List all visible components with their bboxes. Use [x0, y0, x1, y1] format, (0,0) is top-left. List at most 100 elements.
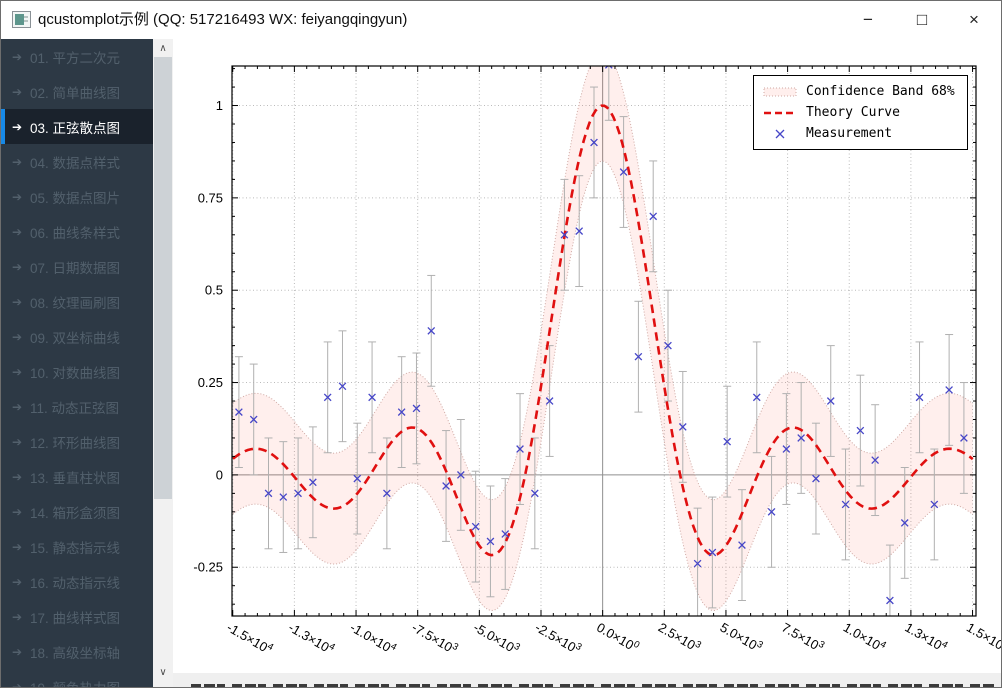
legend-item-3: Measurement	[762, 123, 955, 144]
arrow-icon: ➔	[12, 399, 23, 414]
sidebar-item-label: 07. 日期数据图	[30, 260, 121, 276]
svg-text:-0.25: -0.25	[193, 560, 223, 575]
sidebar-item-label: 06. 曲线条样式	[30, 225, 121, 241]
svg-text:5.0×103: 5.0×103	[717, 619, 764, 656]
svg-text:-7.5×103: -7.5×103	[409, 619, 460, 658]
sinc-scatter-plot: 1 0.75 0.5 0.25 0 -0.25 -1.5×104 -1.3×104 -1.0×1…	[193, 65, 1002, 658]
sidebar-item-label: 01. 平方二次元	[30, 50, 121, 66]
sidebar-item-18[interactable]: ➔ 18. 高级坐标轴	[1, 634, 153, 669]
svg-text:2.5×103: 2.5×103	[656, 619, 703, 656]
sidebar-item-label: 13. 垂直柱状图	[30, 470, 121, 486]
sidebar-item-label: 12. 环形曲线图	[30, 435, 121, 451]
axis-ticks	[232, 66, 976, 616]
svg-text:1.3×104: 1.3×104	[902, 619, 949, 656]
svg-text:0.75: 0.75	[198, 190, 223, 205]
sidebar-item-13[interactable]: ➔ 13. 垂直柱状图	[1, 459, 153, 494]
arrow-icon: ➔	[12, 574, 23, 589]
svg-text:-2.5×103: -2.5×103	[532, 619, 583, 658]
arrow-icon: ➔	[12, 609, 23, 624]
confidence-band	[232, 66, 974, 612]
sidebar-item-12[interactable]: ➔ 12. 环形曲线图	[1, 424, 153, 459]
legend-label: Confidence Band 68%	[806, 84, 955, 99]
legend-item-2: Theory Curve	[762, 102, 955, 123]
arrow-icon: ➔	[12, 154, 23, 169]
svg-text:-1.5×104: -1.5×104	[224, 619, 275, 658]
sidebar-item-14[interactable]: ➔ 14. 箱形盒须图	[1, 494, 153, 529]
window-title: qcustomplot示例 (QQ: 517216493 WX: feiyang…	[38, 11, 408, 28]
sidebar-menu: ➔ 01. 平方二次元 ➔ 02. 简单曲线图 ➔ 03. 正弦散点图 ➔ 04. 数据点样式…	[1, 39, 153, 688]
sidebar-item-09[interactable]: ➔ 09. 双坐标曲线	[1, 319, 153, 354]
svg-text:-1.0×104: -1.0×104	[348, 619, 399, 658]
arrow-icon: ➔	[12, 434, 23, 449]
axis-frame	[231, 65, 977, 617]
sidebar-item-label: 09. 双坐标曲线	[30, 330, 121, 346]
clipped-bottom-text	[191, 684, 995, 687]
sidebar-item-19[interactable]: ➔ 19. 颜色热力图	[1, 669, 153, 688]
sidebar-item-label: 03. 正弦散点图	[30, 120, 121, 136]
sidebar-item-01[interactable]: ➔ 01. 平方二次元	[1, 39, 153, 74]
svg-text:0.0×100: 0.0×100	[594, 619, 641, 656]
arrow-icon: ➔	[12, 469, 23, 484]
plot-legend: Confidence Band 68% Theory Curve Measureme…	[753, 75, 968, 150]
svg-text:-5.0×103: -5.0×103	[471, 619, 522, 658]
legend-item-1: Confidence Band 68%	[762, 81, 955, 102]
arrow-icon: ➔	[12, 679, 23, 688]
arrow-icon: ➔	[12, 119, 23, 134]
sidebar-item-07[interactable]: ➔ 07. 日期数据图	[1, 249, 153, 284]
svg-text:1.0×104: 1.0×104	[841, 619, 888, 656]
sidebar-item-label: 04. 数据点样式	[30, 155, 121, 171]
sidebar-item-label: 11. 动态正弦图	[30, 400, 120, 416]
sidebar-item-15[interactable]: ➔ 15. 静态指示线	[1, 529, 153, 564]
sidebar-item-label: 08. 纹理画刷图	[30, 295, 121, 311]
svg-text:0: 0	[216, 467, 223, 482]
dashed-line-swatch-icon	[762, 106, 798, 120]
svg-text:0.25: 0.25	[198, 375, 223, 390]
arrow-icon: ➔	[12, 259, 23, 274]
band-swatch-icon	[762, 85, 798, 99]
sidebar-item-11[interactable]: ➔ 11. 动态正弦图	[1, 389, 153, 424]
title-bar: qcustomplot示例 (QQ: 517216493 WX: feiyang…	[1, 1, 1001, 39]
sidebar-item-label: 16. 动态指示线	[30, 575, 121, 591]
measurement-points	[235, 66, 968, 605]
sidebar-item-10[interactable]: ➔ 10. 对数曲线图	[1, 354, 153, 389]
scrollbar-up-icon[interactable]: ∧	[153, 39, 173, 57]
scrollbar-down-icon[interactable]: ∨	[153, 663, 173, 681]
maximize-button[interactable]: □	[899, 1, 945, 38]
sidebar-scrollbar[interactable]: ∧ ∨	[153, 39, 173, 687]
sidebar-item-04[interactable]: ➔ 04. 数据点样式	[1, 144, 153, 179]
sidebar-item-17[interactable]: ➔ 17. 曲线样式图	[1, 599, 153, 634]
sidebar-item-03[interactable]: ➔ 03. 正弦散点图	[1, 109, 153, 144]
scrollbar-thumb[interactable]	[154, 57, 172, 499]
arrow-icon: ➔	[12, 84, 23, 99]
bottom-strip	[173, 673, 1001, 687]
sidebar-item-08[interactable]: ➔ 08. 纹理画刷图	[1, 284, 153, 319]
arrow-icon: ➔	[12, 644, 23, 659]
sidebar-item-05[interactable]: ➔ 05. 数据点图片	[1, 179, 153, 214]
sidebar-item-label: 14. 箱形盒须图	[30, 505, 121, 521]
minimize-button[interactable]: −	[845, 1, 891, 38]
x-tick-labels: -1.5×104 -1.3×104 -1.0×104 -7.5×103 -5.0×103…	[224, 619, 1002, 658]
sidebar-item-label: 02. 简单曲线图	[30, 85, 121, 101]
svg-text:1.5×104: 1.5×104	[964, 619, 1002, 656]
sidebar-item-label: 18. 高级坐标轴	[30, 645, 121, 661]
arrow-icon: ➔	[12, 49, 23, 64]
sidebar-item-02[interactable]: ➔ 02. 简单曲线图	[1, 74, 153, 109]
svg-text:0.5: 0.5	[205, 283, 223, 298]
svg-text:1: 1	[216, 98, 223, 113]
sidebar-item-label: 17. 曲线样式图	[30, 610, 121, 626]
arrow-icon: ➔	[12, 329, 23, 344]
sidebar-item-06[interactable]: ➔ 06. 曲线条样式	[1, 214, 153, 249]
arrow-icon: ➔	[12, 539, 23, 554]
close-button[interactable]: ×	[951, 1, 997, 38]
sidebar-item-label: 19. 颜色热力图	[30, 680, 121, 688]
theory-curve	[232, 104, 974, 557]
arrow-icon: ➔	[12, 294, 23, 309]
app-icon	[12, 11, 31, 28]
arrow-icon: ➔	[12, 189, 23, 204]
sidebar-item-label: 10. 对数曲线图	[30, 365, 121, 381]
plot-canvas[interactable]: 1 0.75 0.5 0.25 0 -0.25 -1.5×104 -1.3×104 -1.0×1…	[173, 39, 1002, 673]
y-tick-labels: 1 0.75 0.5 0.25 0 -0.25	[193, 98, 223, 575]
sidebar-item-16[interactable]: ➔ 16. 动态指示线	[1, 564, 153, 599]
legend-label: Measurement	[806, 126, 893, 141]
